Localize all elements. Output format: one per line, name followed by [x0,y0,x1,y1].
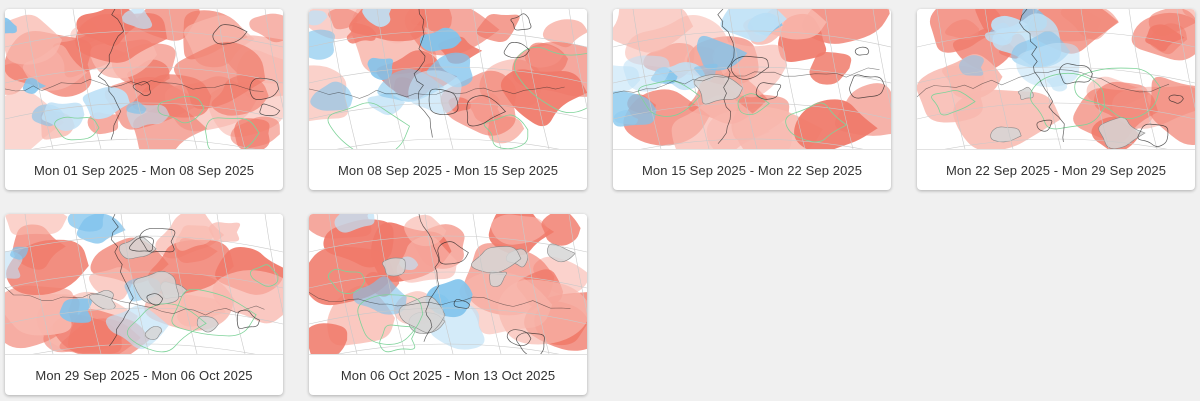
date-range-caption: Mon 01 Sep 2025 - Mon 08 Sep 2025 [5,149,283,190]
date-range-caption: Mon 29 Sep 2025 - Mon 06 Oct 2025 [5,354,283,395]
anomaly-map-thumbnail [917,9,1195,149]
date-range-caption: Mon 22 Sep 2025 - Mon 29 Sep 2025 [917,149,1195,190]
forecast-card-week-4[interactable]: Mon 22 Sep 2025 - Mon 29 Sep 2025 [917,9,1195,190]
anomaly-map-thumbnail [309,214,587,354]
forecast-card-week-2[interactable]: Mon 08 Sep 2025 - Mon 15 Sep 2025 [309,9,587,190]
date-range-caption: Mon 15 Sep 2025 - Mon 22 Sep 2025 [613,149,891,190]
anomaly-map-thumbnail [5,9,283,149]
anomaly-map-thumbnail [613,9,891,149]
anomaly-map-thumbnail [309,9,587,149]
forecast-card-week-6[interactable]: Mon 06 Oct 2025 - Mon 13 Oct 2025 [309,214,587,395]
anomaly-map-thumbnail [5,214,283,354]
date-range-caption: Mon 08 Sep 2025 - Mon 15 Sep 2025 [309,149,587,190]
date-range-caption: Mon 06 Oct 2025 - Mon 13 Oct 2025 [309,354,587,395]
forecast-card-week-3[interactable]: Mon 15 Sep 2025 - Mon 22 Sep 2025 [613,9,891,190]
forecast-card-week-5[interactable]: Mon 29 Sep 2025 - Mon 06 Oct 2025 [5,214,283,395]
forecast-card-week-1[interactable]: Mon 01 Sep 2025 - Mon 08 Sep 2025 [5,9,283,190]
